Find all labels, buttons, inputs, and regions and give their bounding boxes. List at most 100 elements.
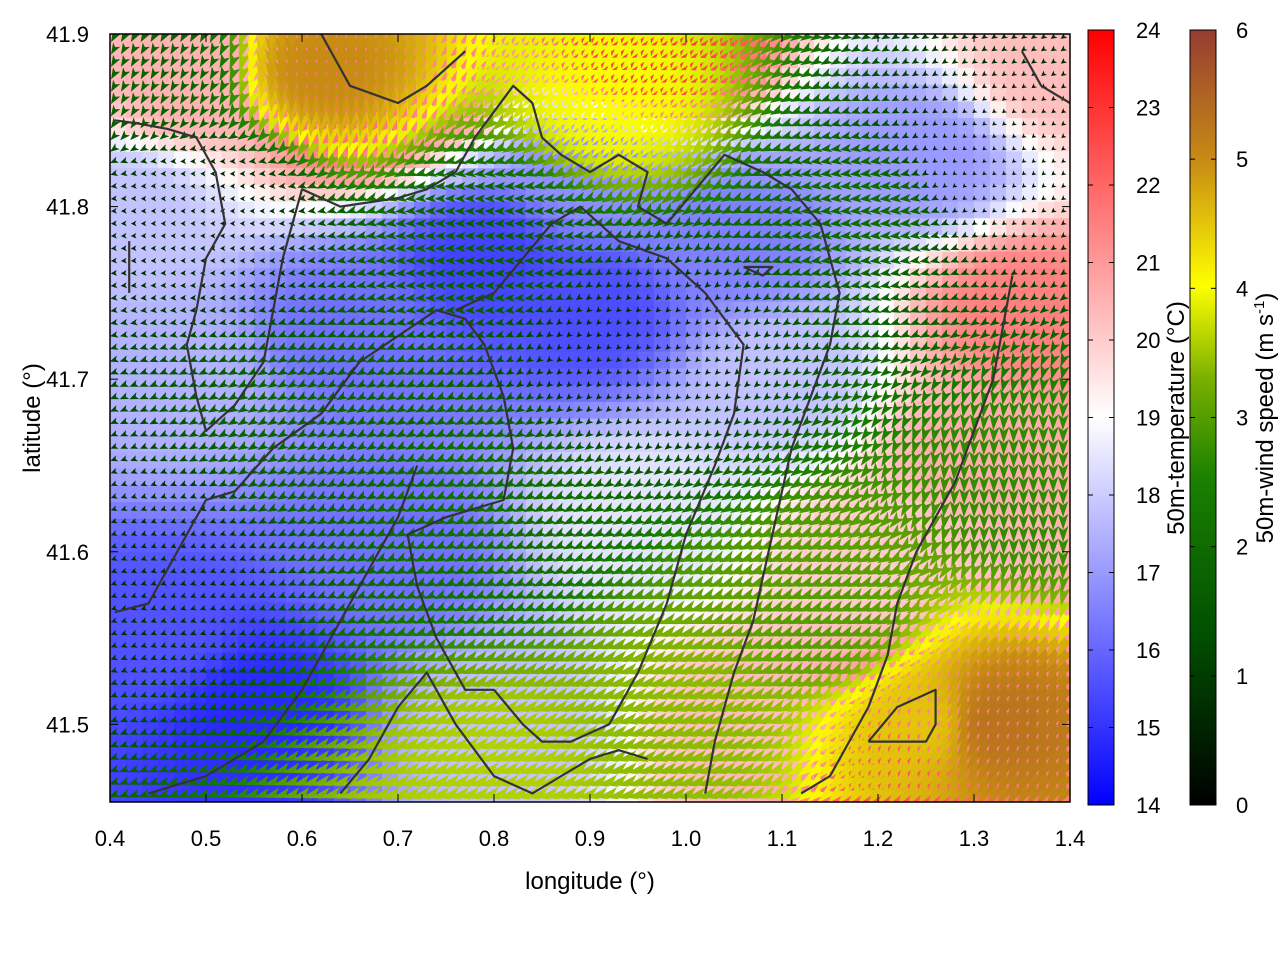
- heatmap-cell: [110, 501, 127, 519]
- heatmap-cell: [222, 251, 239, 269]
- heatmap-cell: [142, 501, 159, 519]
- heatmap-cell: [302, 635, 319, 653]
- heatmap-cell: [702, 384, 719, 402]
- heatmap-cell: [206, 718, 223, 736]
- heatmap-cell: [190, 150, 207, 169]
- heatmap-cell: [606, 384, 623, 402]
- heatmap-cell: [254, 768, 271, 786]
- heatmap-cell: [462, 267, 479, 285]
- heatmap-cell: [254, 601, 271, 619]
- heatmap-cell: [334, 284, 351, 302]
- heatmap-cell: [654, 384, 671, 402]
- heatmap-cell: [174, 635, 191, 653]
- heatmap-cell: [158, 701, 175, 720]
- heatmap-cell: [398, 201, 415, 219]
- heatmap-cell: [318, 351, 335, 369]
- heatmap-cell: [126, 484, 143, 503]
- heatmap-cell: [158, 718, 175, 736]
- heatmap-cell: [126, 317, 143, 336]
- heatmap-cell: [222, 735, 239, 753]
- heatmap-cell: [286, 184, 303, 202]
- heatmap-cell: [414, 267, 431, 285]
- heatmap-cell: [254, 718, 271, 736]
- heatmap-cell: [446, 351, 463, 369]
- heatmap-cell: [750, 317, 767, 336]
- heatmap-cell: [158, 518, 175, 536]
- heatmap-cell: [126, 601, 143, 619]
- heatmap-cell: [958, 100, 975, 119]
- heatmap-cell: [142, 351, 159, 369]
- heatmap-cell: [158, 618, 175, 636]
- heatmap-cell: [366, 484, 383, 503]
- heatmap-cell: [958, 217, 975, 235]
- heatmap-cell: [254, 701, 271, 720]
- heatmap-cell: [254, 234, 271, 252]
- heatmap-cell: [622, 367, 639, 386]
- heatmap-cell: [174, 167, 191, 185]
- heatmap-cell: [1038, 201, 1055, 219]
- heatmap-cell: [158, 317, 175, 336]
- heatmap-cell: [526, 301, 543, 319]
- heatmap-cell: [110, 551, 127, 569]
- heatmap-cell: [1038, 50, 1055, 68]
- heatmap-cell: [974, 167, 991, 185]
- heatmap-cell: [270, 217, 287, 235]
- heatmap-cell: [126, 384, 143, 402]
- heatmap-cell: [254, 585, 271, 603]
- heatmap-cell: [238, 651, 255, 669]
- heatmap-cell: [910, 50, 927, 68]
- heatmap-cell: [174, 751, 191, 770]
- heatmap-cell: [846, 50, 863, 68]
- heatmap-cell: [126, 668, 143, 686]
- heatmap-cell: [190, 635, 207, 653]
- heatmap-cell: [1038, 117, 1055, 135]
- heatmap-cell: [110, 735, 127, 753]
- heatmap-cell: [926, 167, 943, 185]
- heatmap-cell: [638, 267, 655, 285]
- heatmap-cell: [702, 217, 719, 235]
- heatmap-cell: [462, 334, 479, 352]
- heatmap-cell: [286, 585, 303, 603]
- heatmap-cell: [446, 317, 463, 336]
- heatmap-cell: [542, 167, 559, 185]
- heatmap-cell: [222, 635, 239, 653]
- heatmap-cell: [1054, 167, 1070, 185]
- heatmap-cell: [558, 401, 575, 419]
- heatmap-cell: [142, 217, 159, 235]
- heatmap-cell: [238, 585, 255, 603]
- heatmap-cell: [174, 201, 191, 219]
- heatmap-cell: [254, 184, 271, 202]
- heatmap-cell: [110, 167, 127, 185]
- heatmap-cell: [670, 367, 687, 386]
- heatmap-cell: [222, 585, 239, 603]
- heatmap-cell: [174, 668, 191, 686]
- heatmap-cell: [302, 534, 319, 553]
- heatmap-cell: [206, 418, 223, 436]
- heatmap-cell: [926, 100, 943, 119]
- heatmap-cell: [222, 167, 239, 185]
- heatmap-cell: [206, 217, 223, 235]
- heatmap-cell: [974, 84, 991, 102]
- heatmap-cell: [126, 418, 143, 436]
- heatmap-cell: [254, 484, 271, 503]
- heatmap-cell: [542, 284, 559, 302]
- heatmap-cell: [142, 651, 159, 669]
- heatmap-cell: [686, 317, 703, 336]
- heatmap-cell: [478, 301, 495, 319]
- heatmap-cell: [110, 401, 127, 419]
- heatmap-cell: [302, 367, 319, 386]
- heatmap-cell: [910, 100, 927, 119]
- heatmap-cell: [254, 568, 271, 586]
- heatmap-cell: [238, 201, 255, 219]
- heatmap-cell: [174, 234, 191, 252]
- heatmap-cell: [142, 635, 159, 653]
- heatmap-cell: [974, 251, 991, 269]
- heatmap-cell: [110, 451, 127, 469]
- heatmap-cell: [222, 201, 239, 219]
- heatmap-cell: [382, 267, 399, 285]
- heatmap-cell: [782, 267, 799, 285]
- heatmap-cell: [606, 434, 623, 452]
- heatmap-cell: [110, 217, 127, 235]
- heatmap-cell: [126, 618, 143, 636]
- heatmap-cell: [942, 167, 959, 185]
